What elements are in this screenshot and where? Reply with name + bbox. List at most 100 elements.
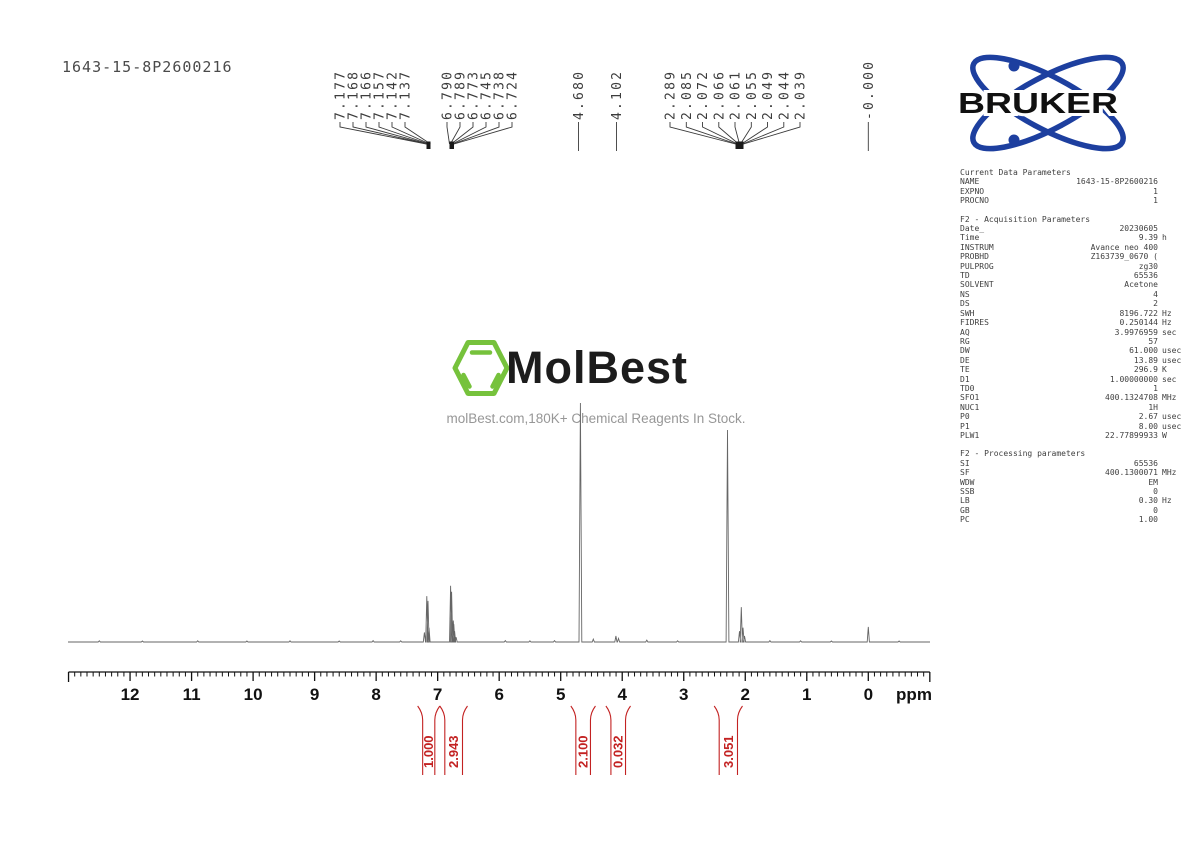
integral-bracket-left bbox=[439, 705, 446, 775]
param-val: 296.9 bbox=[1133, 365, 1158, 375]
axis-tick-label: 11 bbox=[183, 685, 201, 704]
peak-shift-label: 2.085 bbox=[680, 70, 695, 120]
param-row: Time 9.39 h bbox=[960, 233, 1190, 242]
peak-shift-label: 7.166 bbox=[360, 70, 375, 120]
peak-connector-line bbox=[450, 122, 461, 145]
peak-shift-label: 2.055 bbox=[745, 70, 760, 120]
param-unit: Hz bbox=[1162, 496, 1172, 506]
param-row: NUC1 1H bbox=[960, 403, 1190, 412]
param-val: Acetone bbox=[1124, 280, 1158, 290]
peak-connector-line bbox=[391, 122, 430, 145]
param-row: SF 400.1300071 MHz bbox=[960, 468, 1190, 477]
axis-tick-label: 4 bbox=[617, 685, 627, 704]
peak-shift-label: 2.289 bbox=[664, 70, 679, 120]
peak-connector-line bbox=[718, 122, 739, 145]
param-val: 3.9976959 bbox=[1114, 327, 1158, 337]
axis-tick-label: 7 bbox=[433, 685, 442, 704]
integral-bracket-right bbox=[461, 705, 468, 775]
param-val: 65536 bbox=[1133, 458, 1158, 468]
param-row: EXPNO 1 bbox=[960, 187, 1190, 196]
molbest-brand-text: MolBest bbox=[506, 342, 689, 393]
param-key: NUC1 bbox=[960, 402, 980, 412]
param-row: PROCNO 1 bbox=[960, 196, 1190, 205]
param-row: SSB 0 bbox=[960, 487, 1190, 496]
peak-shift-label: 6.724 bbox=[506, 70, 521, 120]
param-section-header: F2 - Processing parameters bbox=[960, 449, 1086, 459]
peak-connector-line bbox=[702, 122, 738, 145]
param-key: PROCNO bbox=[960, 196, 989, 206]
param-val: 13.89 bbox=[1133, 355, 1158, 365]
peak-shift-label: 6.745 bbox=[480, 70, 495, 120]
param-unit: sec bbox=[1162, 327, 1177, 337]
param-unit: usec bbox=[1162, 412, 1182, 422]
param-val: 9.39 bbox=[1138, 233, 1158, 243]
peak-shift-label: 7.142 bbox=[386, 70, 401, 120]
param-key: Time bbox=[960, 233, 980, 243]
axis-tick-label: 3 bbox=[679, 685, 688, 704]
param-section: Current Data Parameters NAME 1643-15-8P260… bbox=[960, 168, 1190, 206]
peak-connector-line bbox=[446, 122, 450, 145]
peak-shift-label: 6.789 bbox=[454, 70, 469, 120]
peak-marker-blob bbox=[449, 141, 454, 149]
param-key: RG bbox=[960, 336, 970, 346]
param-key: NAME bbox=[960, 177, 980, 187]
param-key: PC bbox=[960, 515, 970, 525]
param-row: PLW1 22.77899933 W bbox=[960, 431, 1190, 440]
integral-value-label: 0.032 bbox=[611, 735, 626, 768]
param-row: TD 65536 bbox=[960, 271, 1190, 280]
param-key: DW bbox=[960, 346, 970, 356]
integral-bracket-right bbox=[589, 705, 596, 775]
param-key: SF bbox=[960, 468, 970, 478]
peak-shift-label: 2.044 bbox=[777, 70, 792, 120]
param-unit: usec bbox=[1162, 355, 1182, 365]
param-val: 1H bbox=[1148, 402, 1158, 412]
param-val: 400.1324708 bbox=[1105, 393, 1158, 403]
param-row: DE 13.89 usec bbox=[960, 356, 1190, 365]
param-key: P1 bbox=[960, 421, 970, 431]
param-key: SOLVENT bbox=[960, 280, 994, 290]
param-key: GB bbox=[960, 505, 970, 515]
param-row: INSTRUM Avance neo 400 bbox=[960, 243, 1190, 252]
param-val: 20230605 bbox=[1119, 224, 1158, 234]
param-row: RG 57 bbox=[960, 337, 1190, 346]
param-row: TD0 1 bbox=[960, 384, 1190, 393]
param-row: LB 0.30 Hz bbox=[960, 496, 1190, 505]
peak-connector-line bbox=[339, 122, 427, 145]
param-row: Date_ 20230605 bbox=[960, 224, 1190, 233]
peak-shift-label: 7.137 bbox=[399, 70, 414, 120]
param-unit: Hz bbox=[1162, 308, 1172, 318]
integral-bracket-left bbox=[605, 705, 612, 775]
param-key: INSTRUM bbox=[960, 242, 994, 252]
param-section-header: Current Data Parameters bbox=[960, 168, 1071, 177]
param-row: SI 65536 bbox=[960, 459, 1190, 468]
param-row: NAME 1643-15-8P2600216 bbox=[960, 177, 1190, 186]
param-val: 0 bbox=[1153, 505, 1158, 515]
param-key: Date_ bbox=[960, 224, 985, 234]
param-key: PLW1 bbox=[960, 430, 980, 440]
peak-connector-line bbox=[743, 122, 801, 145]
peak-connector-line bbox=[742, 122, 785, 145]
param-key: TE bbox=[960, 365, 970, 375]
param-val: EM bbox=[1148, 477, 1158, 487]
param-unit: W bbox=[1162, 430, 1167, 440]
bruker-logo-text: BRUKER bbox=[958, 88, 1118, 120]
param-key: WDW bbox=[960, 477, 975, 487]
param-key: PROBHD bbox=[960, 252, 989, 262]
axis-tick-label: 5 bbox=[556, 685, 565, 704]
param-row: FIDRES 0.250144 Hz bbox=[960, 318, 1190, 327]
param-val: zg30 bbox=[1138, 261, 1158, 271]
param-row: AQ 3.9976959 sec bbox=[960, 328, 1190, 337]
param-unit: Hz bbox=[1162, 318, 1172, 328]
param-row: PULPROG zg30 bbox=[960, 262, 1190, 271]
param-row: SOLVENT Acetone bbox=[960, 280, 1190, 289]
param-key: PULPROG bbox=[960, 261, 994, 271]
param-key: TD0 bbox=[960, 383, 975, 393]
integral-bracket-right bbox=[434, 705, 441, 775]
molbest-hexagon-icon bbox=[452, 340, 510, 396]
param-section-header: F2 - Acquisition Parameters bbox=[960, 214, 1091, 224]
param-unit: usec bbox=[1162, 346, 1182, 356]
param-val: 1 bbox=[1153, 383, 1158, 393]
peak-shift-label: 2.039 bbox=[794, 70, 809, 120]
peak-shift-label: 2.066 bbox=[712, 70, 727, 120]
